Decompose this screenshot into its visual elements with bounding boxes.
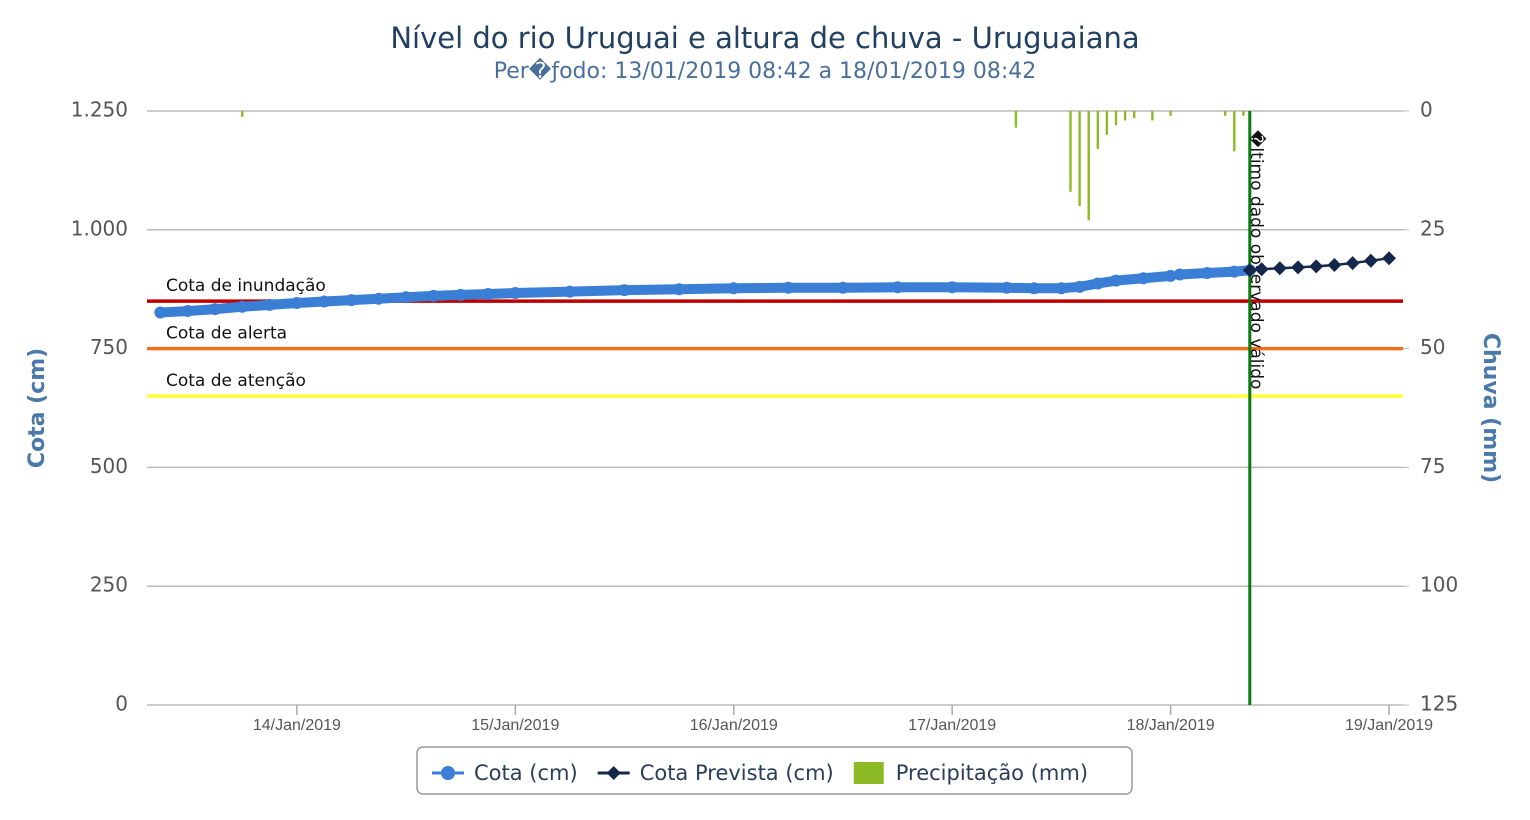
point xyxy=(290,296,303,309)
rain-bar xyxy=(1078,111,1081,207)
rain-bar xyxy=(1096,111,1099,150)
rain-bar xyxy=(1087,111,1090,221)
point xyxy=(400,291,413,304)
y2-tick-label: 75 xyxy=(1420,454,1445,478)
point xyxy=(318,295,331,308)
rain-bar xyxy=(1069,111,1072,192)
point xyxy=(345,294,358,307)
point xyxy=(1028,282,1041,295)
point xyxy=(208,303,221,316)
rain-bar xyxy=(1123,111,1127,121)
point xyxy=(1242,263,1257,278)
rain-bar xyxy=(1133,111,1136,119)
x-tick-label: 19/Jan/2019 xyxy=(1345,717,1433,734)
rain-bar xyxy=(1233,111,1236,152)
point xyxy=(1201,267,1214,280)
legend-label: Cota Prevista (cm) xyxy=(640,761,834,785)
point xyxy=(1254,262,1269,277)
point xyxy=(1110,274,1123,287)
rain-bar xyxy=(1105,111,1109,135)
point xyxy=(782,281,795,294)
point xyxy=(1073,280,1086,293)
legend-symbol xyxy=(606,766,621,780)
y-tick-label: 1.250 xyxy=(71,98,128,122)
rain-bar xyxy=(1114,111,1118,126)
y-tick-label: 0 xyxy=(115,692,128,716)
rain-bar xyxy=(1169,111,1172,116)
rain-bar xyxy=(1014,111,1018,128)
point xyxy=(727,282,740,295)
point xyxy=(154,306,167,319)
y2-tick-label: 25 xyxy=(1420,216,1445,240)
rain-bar xyxy=(1151,111,1154,121)
rain-bar xyxy=(1242,111,1245,116)
threshold-label: Cota de inundação xyxy=(166,276,326,296)
threshold-label: Cota de alerta xyxy=(166,324,287,344)
threshold-label: Cota de atenção xyxy=(166,371,306,391)
y-tick-label: 750 xyxy=(90,335,128,359)
legend-symbol xyxy=(441,766,455,780)
point xyxy=(372,292,385,305)
point xyxy=(673,283,686,296)
point xyxy=(1345,256,1360,271)
point xyxy=(891,281,904,294)
point xyxy=(946,281,959,294)
point xyxy=(1272,261,1287,276)
point xyxy=(618,284,631,297)
point xyxy=(454,288,467,301)
legend-box xyxy=(416,746,1133,795)
y-axis-title: Cota (cm) xyxy=(25,348,50,468)
point xyxy=(1173,268,1186,281)
point xyxy=(836,281,849,294)
x-tick-label: 15/Jan/2019 xyxy=(471,717,559,734)
point xyxy=(1000,281,1013,294)
point xyxy=(1164,269,1177,282)
y-tick-label: 250 xyxy=(90,573,128,597)
y2-tick-label: 100 xyxy=(1420,573,1458,597)
point xyxy=(1137,272,1150,285)
point xyxy=(482,287,495,300)
legend-label: Precipitação (mm) xyxy=(896,761,1088,785)
point xyxy=(1382,251,1397,266)
x-tick-label: 18/Jan/2019 xyxy=(1127,717,1215,734)
point xyxy=(1309,259,1324,274)
point xyxy=(1091,277,1104,290)
point xyxy=(1228,265,1241,278)
y-tick-label: 1.000 xyxy=(71,216,128,240)
x-tick-label: 16/Jan/2019 xyxy=(690,717,778,734)
x-tick-label: 17/Jan/2019 xyxy=(908,717,996,734)
last-data-label: �ltimo dado observado válido xyxy=(1246,130,1267,389)
y2-axis-title: Chuva (mm) xyxy=(1478,333,1503,483)
point xyxy=(509,287,522,300)
y2-tick-label: 50 xyxy=(1420,335,1445,359)
point xyxy=(563,285,576,298)
x-tick-label: 14/Jan/2019 xyxy=(253,717,341,734)
y-tick-label: 500 xyxy=(90,454,128,478)
point xyxy=(1327,257,1342,272)
point xyxy=(1291,260,1306,275)
y2-tick-label: 125 xyxy=(1420,692,1458,716)
chart-subtitle: Per�ƒodo: 13/01/2019 08:42 a 18/01/2019 … xyxy=(494,57,1037,84)
point xyxy=(181,305,194,318)
chart-title: Nível do rio Uruguai e altura de chuva -… xyxy=(390,21,1139,55)
point xyxy=(427,289,440,302)
point xyxy=(236,300,249,313)
y2-tick-label: 0 xyxy=(1420,98,1433,122)
legend-label: Cota (cm) xyxy=(474,761,578,785)
legend-symbol xyxy=(853,762,884,784)
point xyxy=(1363,253,1378,268)
rain-bar xyxy=(1224,111,1227,116)
point xyxy=(263,298,276,311)
point xyxy=(1055,282,1068,295)
rain-bar xyxy=(241,111,244,117)
